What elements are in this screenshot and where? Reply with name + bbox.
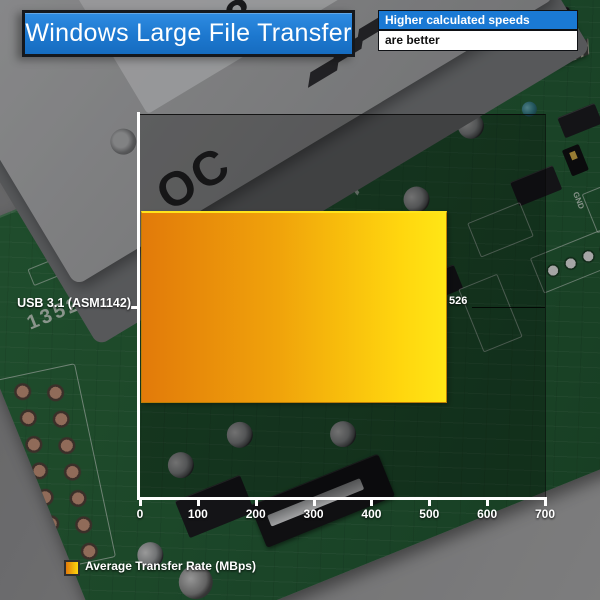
x-tick xyxy=(428,500,432,506)
x-tick xyxy=(544,500,547,506)
legend-label: Average Transfer Rate (MBps) xyxy=(85,559,256,573)
note-are-better: are better xyxy=(378,30,578,51)
x-tick xyxy=(312,500,316,506)
x-tick-label: 500 xyxy=(419,507,440,521)
x-tick-label: 600 xyxy=(477,507,498,521)
x-axis-line xyxy=(137,497,547,500)
chart-title: Windows Large File Transfer xyxy=(25,19,352,47)
x-tick xyxy=(370,500,374,506)
x-tick-label: 100 xyxy=(187,507,208,521)
x-tick xyxy=(254,500,258,506)
y-axis-line xyxy=(137,112,140,500)
category-label: USB 3.1 (ASM1142) xyxy=(17,296,131,310)
x-tick-label: 400 xyxy=(361,507,382,521)
value-leader-line xyxy=(472,307,545,308)
x-tick-label: 0 xyxy=(136,507,144,521)
bar-usb31-asm1142 xyxy=(141,211,447,403)
x-tick xyxy=(196,500,200,506)
x-tick-label: 300 xyxy=(303,507,324,521)
note-higher-speeds: Higher calculated speeds xyxy=(378,10,578,30)
x-tick-label: 700 xyxy=(534,507,556,521)
x-tick xyxy=(486,500,490,506)
x-tick xyxy=(139,500,142,506)
x-tick-label: 200 xyxy=(245,507,266,521)
chart-title-banner: Windows Large File Transfer xyxy=(22,10,355,57)
category-tick xyxy=(131,306,137,309)
bar-value-label: 526 xyxy=(449,295,468,307)
legend-swatch xyxy=(64,560,80,576)
